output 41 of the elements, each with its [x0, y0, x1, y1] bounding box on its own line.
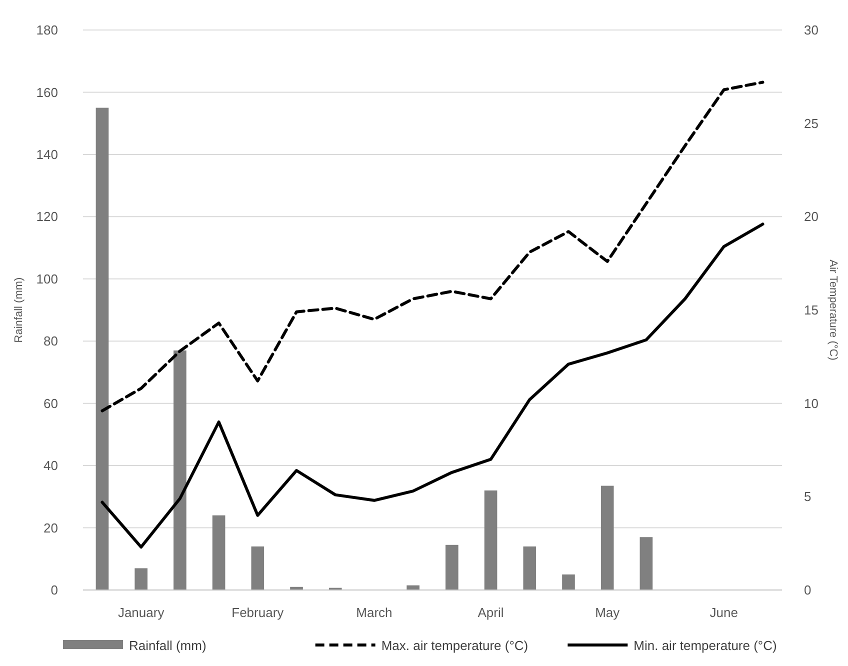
y-tick-label: 40 — [44, 458, 58, 474]
x-tick-label: January — [118, 605, 165, 620]
y2-tick-label: 20 — [804, 209, 818, 224]
bar — [212, 515, 226, 590]
y-tick-label: 20 — [44, 520, 58, 536]
line-series — [100, 222, 764, 549]
y-tick-label: 80 — [44, 334, 58, 349]
bar — [174, 350, 186, 590]
y-tick-label: 0 — [50, 582, 58, 598]
legend-label: Max. air temperature (°C) — [381, 638, 528, 653]
bar — [484, 490, 498, 590]
y-tick-label: 60 — [44, 396, 58, 411]
x-tick-label: April — [478, 605, 504, 620]
line-series — [100, 80, 764, 412]
bar — [251, 546, 264, 590]
y2-tick-label: 30 — [804, 22, 818, 38]
x-tick-label: February — [232, 605, 284, 620]
y2-tick-label: 0 — [804, 582, 812, 598]
y-tick-label: 100 — [36, 271, 58, 286]
y-tick-label: 160 — [36, 84, 58, 100]
bar — [523, 546, 536, 590]
y2-tick-label: 15 — [804, 302, 818, 318]
bar — [640, 537, 653, 590]
x-tick-label: May — [595, 605, 620, 620]
x-tick-label: March — [356, 605, 392, 620]
y2-tick-label: 25 — [804, 116, 818, 131]
x-tick-label: June — [710, 605, 738, 620]
y2-tick-label: 5 — [804, 489, 812, 504]
legend-label: Min. air temperature (°C) — [634, 638, 777, 653]
y2-tick-label: 10 — [804, 396, 818, 411]
bar — [134, 568, 148, 590]
bar — [562, 574, 575, 590]
y-tick-label: 120 — [36, 209, 58, 224]
bar — [96, 108, 109, 590]
bar — [600, 486, 614, 590]
y2-axis-title: Air Temperature (°C) — [827, 260, 839, 360]
y-tick-label: 140 — [36, 146, 58, 162]
y-tick-label: 180 — [36, 22, 58, 38]
y-axis-title: Rainfall (mm) — [13, 277, 25, 343]
bar — [446, 544, 458, 590]
legend-label: Rainfall (mm) — [129, 638, 206, 653]
